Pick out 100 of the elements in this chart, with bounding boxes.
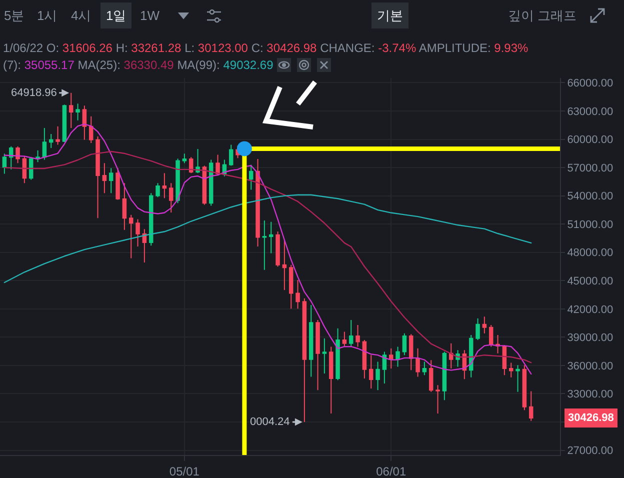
text: 36330.49 — [124, 58, 174, 72]
candlestick — [262, 220, 267, 270]
candlestick — [396, 346, 400, 368]
text: 1W — [140, 8, 160, 23]
candlestick — [42, 128, 47, 160]
y-tick-label: 60000.00 — [567, 134, 614, 146]
candlestick — [16, 146, 20, 164]
text: 4시 — [71, 8, 92, 23]
candlestick — [488, 324, 494, 348]
candlestick — [422, 361, 427, 376]
candlestick — [196, 148, 200, 174]
candlestick — [168, 182, 174, 213]
candlestick — [162, 172, 167, 199]
candlestick — [248, 164, 254, 190]
candlestick — [148, 192, 154, 246]
text: O: — [46, 41, 60, 55]
candlestick — [382, 351, 387, 384]
candlestick — [476, 318, 480, 341]
line-series — [4, 124, 532, 375]
candlestick — [416, 348, 420, 378]
candlestick — [436, 384, 440, 414]
candlestick — [442, 351, 447, 401]
text: L: — [184, 41, 195, 55]
candlestick — [256, 158, 260, 248]
text: -3.74% — [378, 41, 416, 55]
text: 5분 — [4, 8, 24, 23]
candlestick — [102, 162, 107, 194]
candlestick — [82, 105, 87, 140]
candlestick — [268, 221, 274, 254]
candlestick — [356, 324, 360, 348]
candlestick — [282, 239, 287, 291]
candlestick — [288, 264, 294, 310]
text: 1/06/22 — [3, 41, 44, 55]
candlestick — [362, 340, 367, 379]
candlestick — [56, 126, 60, 146]
candlestick — [216, 154, 220, 176]
candlestick — [116, 168, 120, 200]
y-tick-label: 57000.00 — [567, 162, 614, 174]
y-tick-label: 63000.00 — [567, 106, 614, 118]
y-tick-label: 33000.00 — [567, 388, 614, 401]
text: 49032.69 — [223, 58, 274, 72]
candlestick — [156, 182, 160, 198]
candlestick — [322, 338, 327, 374]
y-tick-label: 45000.00 — [567, 275, 614, 288]
text: 30123.00 — [198, 41, 248, 55]
candlestick — [142, 228, 147, 264]
candlestick — [368, 354, 374, 389]
y-tick-label: 42000.00 — [567, 304, 614, 316]
text: 9.93% — [494, 41, 529, 55]
text: MA(25): — [78, 58, 120, 72]
candlestick — [88, 116, 94, 144]
candlestick — [276, 231, 280, 268]
candlestick — [8, 146, 14, 170]
candlestick — [228, 144, 234, 166]
candlestick — [348, 320, 354, 348]
candlestick — [516, 364, 520, 392]
y-tick-label: 48000.00 — [567, 247, 614, 260]
candlestick — [68, 92, 74, 129]
y-tick-label: 27000.00 — [567, 445, 614, 458]
text: 1시 — [37, 8, 58, 23]
y-tick-label: 51000.00 — [567, 218, 614, 231]
candlestick — [482, 316, 487, 334]
annotation: 0004.24 — [250, 416, 290, 428]
text: 33261.28 — [131, 41, 182, 55]
candlestick — [522, 364, 527, 411]
text: 깊이 그래프 — [508, 8, 577, 23]
line-series — [4, 150, 532, 364]
text: (7): — [3, 58, 21, 72]
candlestick — [328, 346, 334, 414]
candlestick — [136, 218, 140, 248]
candlestick — [342, 331, 347, 348]
x-tick-label: 06/01 — [376, 464, 406, 478]
text: C: — [251, 41, 264, 55]
candlestick — [388, 348, 394, 369]
text: 1일 — [106, 8, 126, 23]
candlestick — [62, 104, 67, 143]
y-tick-label: 39000.00 — [567, 332, 614, 344]
annotation: 64918.96 — [11, 87, 57, 99]
text: CHANGE: — [320, 41, 375, 55]
candlestick — [2, 153, 7, 174]
text: H: — [116, 41, 128, 55]
line-series — [4, 194, 532, 284]
text: 30426.98 — [568, 412, 614, 424]
candlestick — [128, 214, 134, 259]
candlestick — [22, 156, 27, 184]
candlestick — [448, 342, 454, 369]
candlestick — [296, 279, 300, 310]
candlestick — [308, 304, 314, 378]
text: 31606.26 — [62, 41, 113, 55]
candlestick — [428, 360, 434, 392]
candlestick — [182, 153, 187, 164]
candlestick — [176, 158, 180, 204]
candlestick — [528, 390, 534, 422]
candlestick — [508, 362, 514, 378]
candlestick — [108, 168, 114, 194]
y-tick-label: 66000.00 — [567, 78, 614, 90]
candlestick — [408, 334, 414, 371]
y-tick-label: 36000.00 — [567, 360, 614, 372]
candlestick — [96, 136, 100, 219]
text: 30426.98 — [266, 41, 318, 55]
